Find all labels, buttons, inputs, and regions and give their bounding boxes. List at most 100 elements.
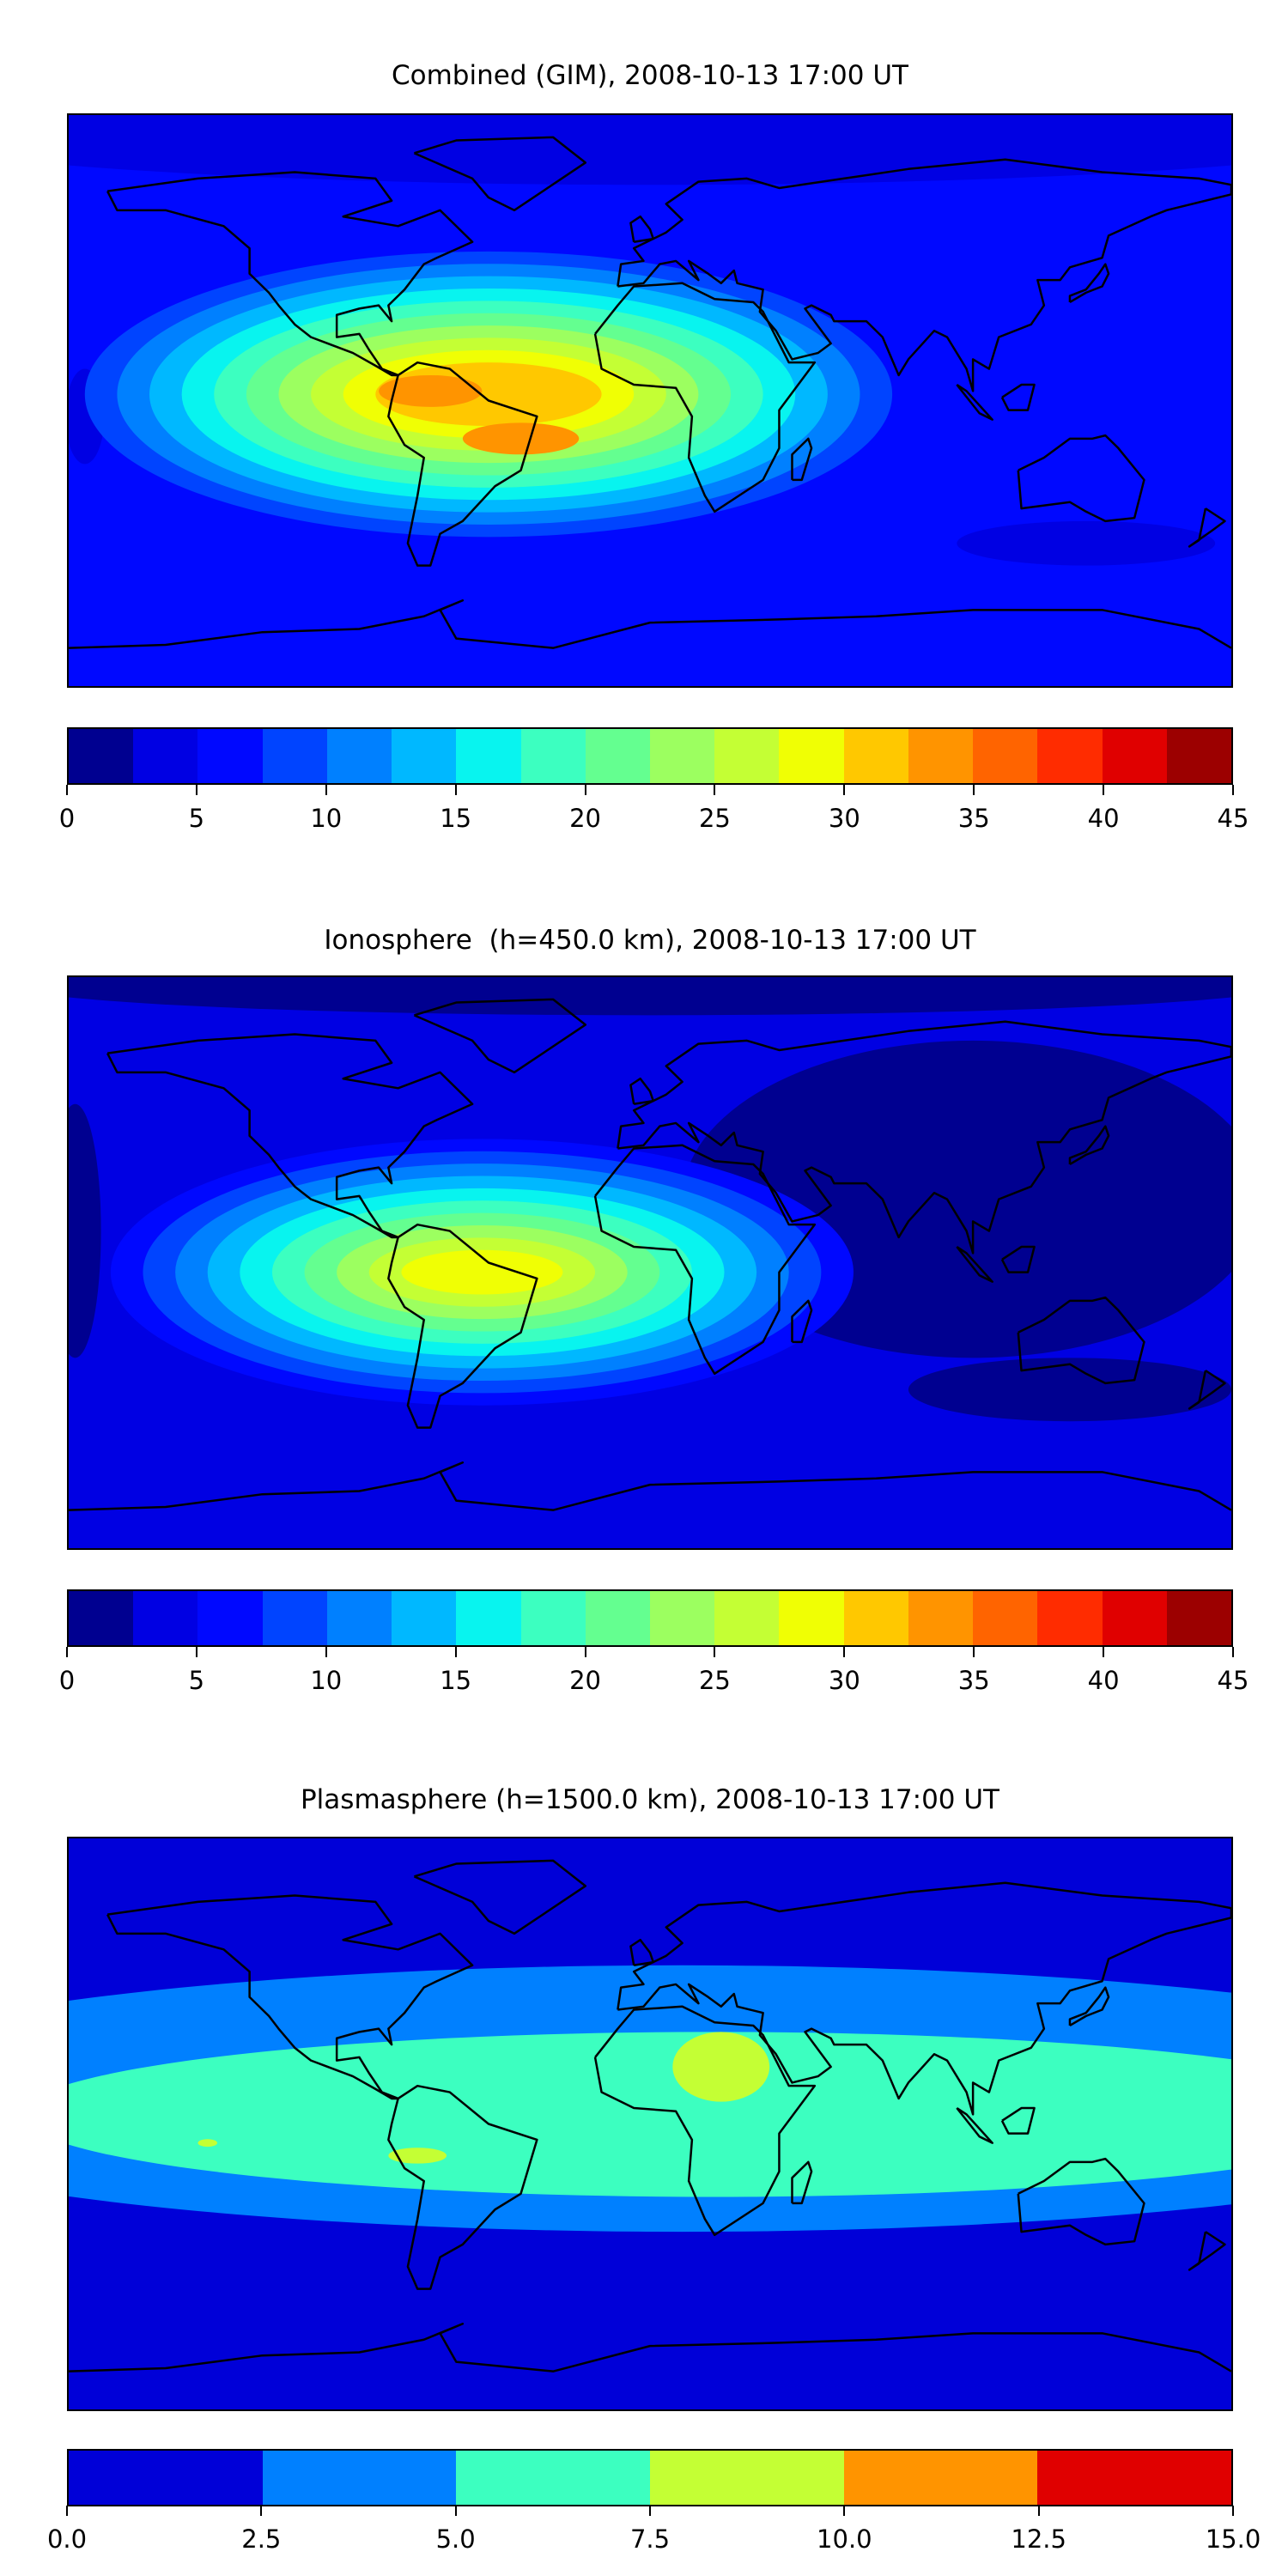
- colorbar-tick-label: 2.5: [241, 2524, 282, 2554]
- colorbar-tick: [1232, 1647, 1234, 1657]
- colorbar-tick: [454, 1647, 457, 1657]
- colorbar-tick: [66, 785, 68, 795]
- colorbar-tick: [66, 1647, 68, 1657]
- panel-3-title: Plasmasphere (h=1500.0 km), 2008-10-13 1…: [300, 1784, 999, 1815]
- colorbar-segment: [69, 2451, 263, 2505]
- colorbar-tick-label: 40: [1087, 804, 1120, 833]
- colorbar-segment: [456, 729, 521, 783]
- contour-level-0: [69, 977, 1231, 1016]
- colorbar-tick-label: 30: [828, 804, 860, 833]
- coastline-south-america: [388, 1224, 537, 1427]
- colorbar-tick: [195, 785, 197, 795]
- coastline-japan: [1070, 1127, 1109, 1164]
- colorbar-segment: [326, 1591, 392, 1645]
- coastline-north-america: [107, 1896, 472, 2099]
- coastline-australia: [1018, 1297, 1145, 1383]
- contour-level-2: [69, 2032, 1231, 2197]
- coastline-eurasia: [617, 160, 1231, 392]
- panel-2-colorbar-ticks: 0 5 10 15 20 25 30 35 40 45: [59, 1647, 1249, 1698]
- contour-level-0: [69, 1103, 101, 1358]
- colorbar-segment: [1102, 729, 1167, 783]
- contour-level-1: [957, 520, 1216, 566]
- colorbar-segment: [843, 729, 908, 783]
- colorbar-tick: [195, 1647, 197, 1657]
- colorbar-segment: [585, 729, 650, 783]
- colorbar-tick-label: 10.0: [817, 2524, 872, 2554]
- colorbar-segment: [714, 729, 780, 783]
- colorbar-tick-label: 0: [58, 804, 76, 833]
- colorbar-segment: [69, 729, 134, 783]
- colorbar-segment: [456, 1591, 521, 1645]
- colorbar-tick: [714, 1647, 716, 1657]
- colorbar-tick-label: 45: [1217, 1666, 1249, 1695]
- coastline-antarctica: [69, 600, 1231, 647]
- colorbar-tick: [649, 2506, 651, 2516]
- coastline-greenland: [414, 1861, 585, 1934]
- colorbar-tick: [325, 785, 327, 795]
- coastline-madagascar: [792, 2162, 811, 2203]
- panel-1-map: [67, 113, 1233, 688]
- colorbar-segment: [908, 729, 974, 783]
- colorbar-segment: [326, 729, 392, 783]
- colorbar-tick: [584, 785, 586, 795]
- colorbar-segment: [520, 729, 586, 783]
- coastline-japan: [1070, 1988, 1109, 2026]
- coastline-new-zealand: [1189, 1370, 1224, 1408]
- colorbar-segment: [262, 729, 327, 783]
- panel-3-map-svg: [69, 1838, 1231, 2409]
- coastline-madagascar: [792, 1301, 811, 1342]
- colorbar-segment: [197, 1591, 263, 1645]
- panel-3-map: [67, 1837, 1233, 2411]
- colorbar-tick: [843, 2506, 846, 2516]
- colorbar-segment: [1102, 1591, 1167, 1645]
- colorbar-segment: [714, 1591, 780, 1645]
- colorbar-tick: [325, 1647, 327, 1657]
- coastline-japan: [1070, 264, 1109, 302]
- colorbar-tick-label: 12.5: [1011, 2524, 1066, 2554]
- colorbar-tick: [1232, 2506, 1234, 2516]
- colorbar-segment: [843, 1591, 908, 1645]
- colorbar-tick: [714, 785, 716, 795]
- colorbar-segment: [779, 729, 844, 783]
- coastline-antarctica: [69, 2324, 1231, 2371]
- panel-1-title: Combined (GIM), 2008-10-13 17:00 UT: [392, 60, 908, 91]
- panel-2-map-svg: [69, 977, 1231, 1548]
- colorbar-segment: [650, 2451, 844, 2505]
- colorbar-segment: [262, 2451, 457, 2505]
- colorbar-segment: [520, 1591, 586, 1645]
- colorbar-tick: [843, 785, 846, 795]
- coastline-sumatra: [957, 2108, 992, 2143]
- coastline-greenland: [414, 999, 585, 1072]
- coastline-north-america: [107, 1035, 472, 1237]
- panel-1-map-svg: [69, 115, 1231, 686]
- colorbar-segment: [1037, 729, 1103, 783]
- colorbar-segment: [649, 729, 715, 783]
- coastline-new-zealand: [1189, 508, 1224, 546]
- panel-2-title: Ionosphere (h=450.0 km), 2008-10-13 17:0…: [324, 925, 976, 956]
- coastline-africa: [595, 283, 815, 512]
- panel-2-map: [67, 975, 1233, 1550]
- colorbar-segment: [973, 1591, 1038, 1645]
- colorbar-tick: [66, 2506, 68, 2516]
- colorbar-tick-label: 45: [1217, 804, 1249, 833]
- contour-level-13: [379, 374, 483, 407]
- colorbar-tick-label: 5.0: [435, 2524, 476, 2554]
- coastline-new-zealand: [1189, 2232, 1224, 2269]
- coastline-south-america: [388, 2086, 537, 2288]
- panel-3-colorbar-ticks: 0.0 2.5 5.0 7.5 10.0 12.5 15.0: [47, 2506, 1261, 2557]
- contour-level-3: [388, 2148, 447, 2164]
- colorbar-tick-label: 20: [569, 804, 601, 833]
- contour-level-0: [908, 1358, 1231, 1422]
- colorbar-tick-label: 5: [188, 804, 205, 833]
- coastline-australia: [1018, 435, 1145, 521]
- colorbar-segment: [1166, 729, 1231, 783]
- colorbar-tick-label: 0: [58, 1666, 76, 1695]
- colorbar-tick-label: 40: [1087, 1666, 1120, 1695]
- colorbar-segment: [779, 1591, 844, 1645]
- panel-3-colorbar: [67, 2449, 1233, 2506]
- coastline-madagascar: [792, 439, 811, 480]
- colorbar-segment: [392, 1591, 457, 1645]
- colorbar-tick-label: 10: [310, 1666, 343, 1695]
- colorbar-segment: [649, 1591, 715, 1645]
- colorbar-segment: [133, 729, 198, 783]
